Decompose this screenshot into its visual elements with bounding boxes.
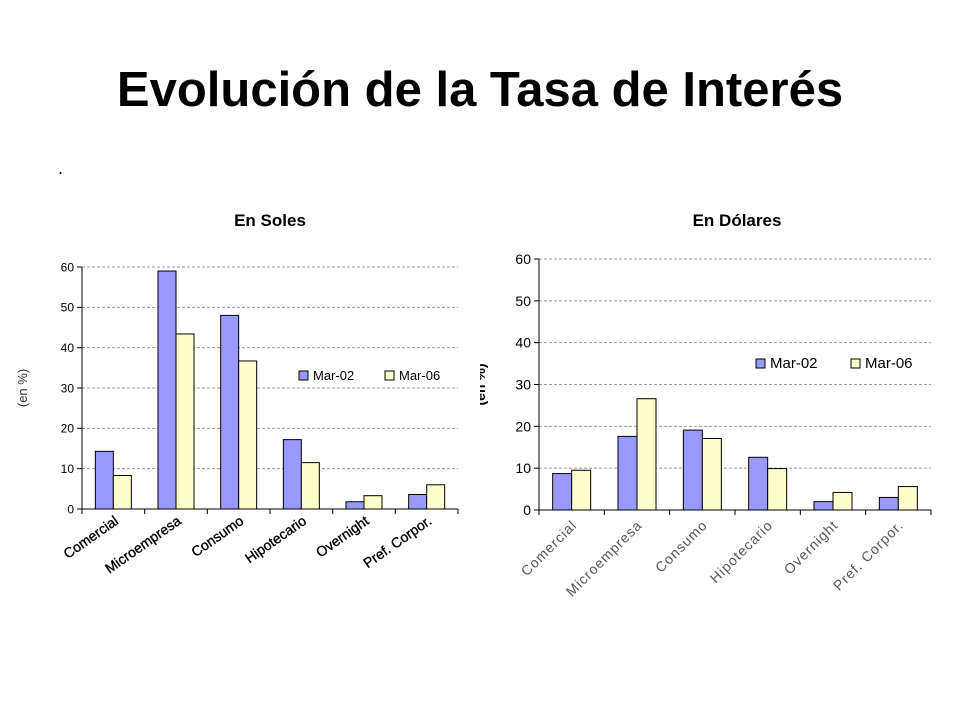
undefined-bar-mar06 <box>175 333 195 510</box>
undefined-category-label: Hipotecario <box>707 517 776 586</box>
undefined-bar-mar02 <box>552 473 573 511</box>
undefined-bar-mar02 <box>682 429 703 511</box>
undefined-category-label: Consumo <box>188 512 246 560</box>
undefined-bar-mar02 <box>878 496 899 511</box>
undefined-ytick-label: 0 <box>523 502 531 518</box>
undefined-legend-swatch <box>298 370 309 381</box>
undefined-bar-mar06 <box>571 469 592 511</box>
undefined-bar-mar06 <box>300 462 320 510</box>
undefined-category-label: Overnight <box>313 512 372 560</box>
undefined-bar-mar06 <box>897 486 918 511</box>
undefined-y-axis-label: (en %) <box>480 364 488 406</box>
undefined-bar-mar02 <box>813 501 834 511</box>
undefined-ytick-label: 20 <box>515 418 531 434</box>
undefined-bar-mar02 <box>94 450 114 510</box>
undefined-category-label: Pref. Corpor. <box>360 512 434 571</box>
undefined-legend-label: Mar-02 <box>770 355 818 372</box>
undefined-legend-label: Mar-06 <box>399 368 440 383</box>
undefined-ytick-label: 40 <box>515 335 531 351</box>
undefined-y-axis-label: (en %) <box>15 369 30 407</box>
undefined-category-label: Pref. Corpor. <box>830 517 907 594</box>
undefined-bar-mar02 <box>345 501 365 510</box>
undefined-bar-mar02 <box>157 270 177 510</box>
undefined-category-label: Consumo <box>652 517 711 576</box>
undefined-bar-mar02 <box>282 439 302 510</box>
undefined-legend-label: Mar-02 <box>313 368 354 383</box>
undefined-bar-mar02 <box>617 435 638 511</box>
undefined-ytick-label: 50 <box>515 293 531 309</box>
undefined-category-label: Hipotecario <box>242 512 309 566</box>
undefined-ytick-label: 10 <box>61 462 75 476</box>
undefined-ytick-label: 60 <box>515 251 531 267</box>
undefined-bar-mar06 <box>112 475 132 510</box>
undefined-bar-mar06 <box>426 484 446 510</box>
undefined-legend-swatch <box>384 370 395 381</box>
bullet-dot: . <box>58 158 64 178</box>
undefined-legend-swatch <box>755 358 766 369</box>
undefined-bar-mar02 <box>408 493 428 510</box>
undefined-bar-mar06 <box>701 437 722 511</box>
undefined-ytick-label: 50 <box>61 301 75 315</box>
slide-title: Evolución de la Tasa de Interés <box>116 63 844 117</box>
undefined-bar-mar02 <box>748 456 769 511</box>
undefined-ytick-label: 20 <box>61 422 75 436</box>
undefined-chart-title: En Dólares <box>693 211 782 230</box>
undefined-ytick-label: 10 <box>515 460 531 476</box>
undefined-ytick-label: 40 <box>61 341 75 355</box>
undefined-legend-label: Mar-06 <box>865 355 913 372</box>
undefined-ytick-label: 30 <box>61 381 75 395</box>
undefined-category-label: Comercial <box>60 512 121 561</box>
undefined-ytick-label: 30 <box>515 377 531 393</box>
undefined-bar-mar06 <box>832 491 853 511</box>
undefined-ytick-label: 0 <box>67 502 74 516</box>
undefined-ytick-label: 60 <box>61 260 75 274</box>
undefined-bar-mar06 <box>238 360 258 510</box>
undefined-bar-mar02 <box>220 314 240 510</box>
undefined-bar-mar06 <box>767 468 788 511</box>
undefined-category-label: Comercial <box>518 517 580 579</box>
undefined-chart-title: En Soles <box>234 211 306 230</box>
undefined-legend-swatch <box>850 358 861 369</box>
undefined-bar-mar06 <box>363 495 383 510</box>
undefined-bar-mar06 <box>636 398 657 511</box>
undefined-category-label: Overnight <box>781 517 842 578</box>
